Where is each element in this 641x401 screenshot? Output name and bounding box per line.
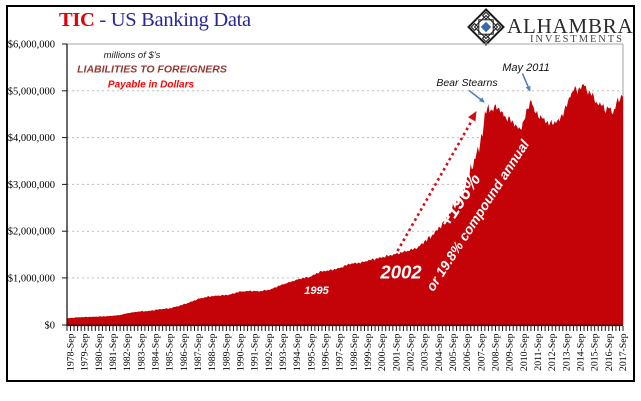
- svg-text:2008-Sep: 2008-Sep: [490, 333, 501, 371]
- svg-text:2002-Sep: 2002-Sep: [405, 333, 416, 371]
- svg-text:1981-Sep: 1981-Sep: [108, 333, 119, 371]
- svg-text:1984-Sep: 1984-Sep: [150, 333, 161, 371]
- svg-text:2009-Sep: 2009-Sep: [505, 333, 516, 371]
- svg-text:2017-Sep: 2017-Sep: [618, 333, 629, 371]
- svg-text:2016-Sep: 2016-Sep: [604, 333, 615, 371]
- svg-text:1999-Sep: 1999-Sep: [363, 333, 374, 371]
- svg-text:1988-Sep: 1988-Sep: [207, 333, 218, 371]
- svg-text:1987-Sep: 1987-Sep: [193, 333, 204, 371]
- svg-text:$0: $0: [45, 321, 56, 332]
- svg-text:2013-Sep: 2013-Sep: [561, 333, 572, 371]
- svg-text:1983-Sep: 1983-Sep: [136, 333, 147, 371]
- svg-text:$5,000,000: $5,000,000: [8, 86, 55, 97]
- svg-text:Payable in Dollars: Payable in Dollars: [108, 80, 195, 91]
- svg-text:2006-Sep: 2006-Sep: [462, 333, 473, 371]
- svg-text:1992-Sep: 1992-Sep: [264, 333, 275, 371]
- svg-text:1982-Sep: 1982-Sep: [122, 333, 133, 371]
- svg-text:1998-Sep: 1998-Sep: [349, 333, 360, 371]
- svg-text:2005-Sep: 2005-Sep: [448, 333, 459, 371]
- svg-text:$3,000,000: $3,000,000: [8, 180, 55, 191]
- svg-text:$2,000,000: $2,000,000: [8, 227, 55, 238]
- svg-text:2011-Sep: 2011-Sep: [533, 333, 544, 370]
- svg-text:1990-Sep: 1990-Sep: [235, 333, 246, 371]
- svg-text:May 2011: May 2011: [502, 62, 550, 74]
- svg-text:2014-Sep: 2014-Sep: [575, 333, 586, 371]
- svg-text:$6,000,000: $6,000,000: [8, 40, 55, 51]
- svg-text:2003-Sep: 2003-Sep: [420, 333, 431, 371]
- svg-text:1986-Sep: 1986-Sep: [179, 333, 190, 371]
- svg-text:$1,000,000: $1,000,000: [8, 273, 55, 284]
- svg-text:1997-Sep: 1997-Sep: [335, 333, 346, 371]
- svg-text:2000-Sep: 2000-Sep: [377, 333, 388, 371]
- svg-text:1993-Sep: 1993-Sep: [278, 333, 289, 371]
- svg-text:2012-Sep: 2012-Sep: [547, 333, 558, 371]
- svg-text:2010-Sep: 2010-Sep: [519, 333, 530, 371]
- svg-text:2002: 2002: [379, 262, 422, 283]
- svg-text:1995-Sep: 1995-Sep: [306, 333, 317, 371]
- svg-text:Bear Stearns: Bear Stearns: [436, 77, 498, 89]
- svg-text:1991-Sep: 1991-Sep: [250, 333, 261, 371]
- svg-text:millions of $'s: millions of $'s: [104, 50, 161, 61]
- svg-text:1985-Sep: 1985-Sep: [165, 333, 176, 371]
- svg-text:2007-Sep: 2007-Sep: [476, 333, 487, 371]
- svg-text:1994-Sep: 1994-Sep: [292, 333, 303, 371]
- svg-text:$4,000,000: $4,000,000: [8, 133, 55, 144]
- svg-text:1995: 1995: [304, 285, 329, 297]
- svg-text:2004-Sep: 2004-Sep: [434, 333, 445, 371]
- svg-text:1996-Sep: 1996-Sep: [320, 333, 331, 371]
- svg-text:2015-Sep: 2015-Sep: [590, 333, 601, 371]
- svg-text:1980-Sep: 1980-Sep: [94, 333, 105, 371]
- svg-text:1989-Sep: 1989-Sep: [221, 333, 232, 371]
- svg-text:LIABILITIES TO FOREIGNERS: LIABILITIES TO FOREIGNERS: [77, 64, 227, 76]
- svg-text:1978-Sep: 1978-Sep: [65, 333, 76, 371]
- svg-text:2001-Sep: 2001-Sep: [391, 333, 402, 371]
- svg-text:1979-Sep: 1979-Sep: [80, 333, 91, 371]
